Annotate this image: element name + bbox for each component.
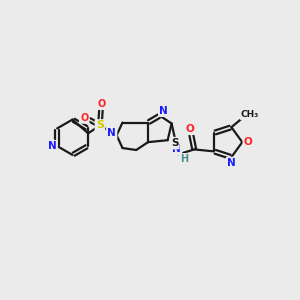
Text: O: O xyxy=(244,137,253,147)
Text: N: N xyxy=(159,106,168,116)
Text: S: S xyxy=(171,138,178,148)
Text: O: O xyxy=(186,124,195,134)
Text: N: N xyxy=(227,158,236,168)
Text: CH₃: CH₃ xyxy=(241,110,259,119)
Text: N: N xyxy=(107,128,116,138)
Text: O: O xyxy=(98,99,106,109)
Text: H: H xyxy=(180,154,188,164)
Text: O: O xyxy=(80,112,88,123)
Text: S: S xyxy=(96,121,104,130)
Text: N: N xyxy=(172,144,181,154)
Text: N: N xyxy=(48,141,57,151)
